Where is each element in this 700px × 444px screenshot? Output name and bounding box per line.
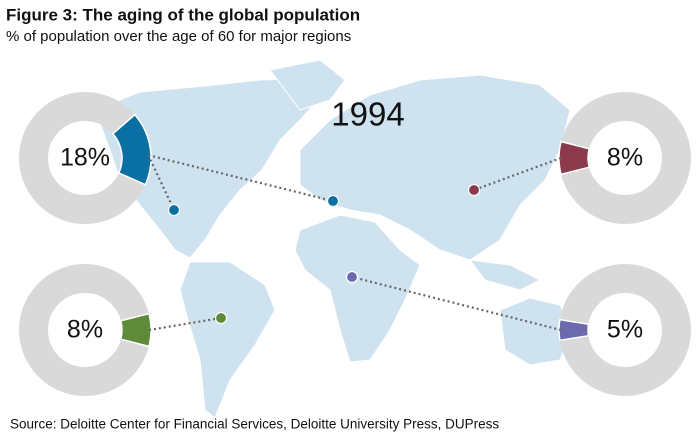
- value-label: 8%: [607, 144, 643, 172]
- region-dot: [167, 203, 181, 217]
- world-map: [94, 59, 573, 419]
- north-america: [94, 77, 331, 259]
- greenland: [269, 59, 346, 111]
- africa: [294, 214, 421, 363]
- chart-title: Figure 3: The aging of the global popula…: [6, 5, 360, 24]
- connector: [148, 154, 334, 203]
- value-label: 5%: [607, 316, 643, 344]
- region-dot: [345, 270, 359, 284]
- region-dot: [214, 311, 228, 325]
- connector: [147, 154, 175, 211]
- connector: [351, 275, 562, 332]
- region-dot: [326, 194, 340, 208]
- connector: [473, 156, 562, 192]
- donut-wedge: [558, 318, 590, 342]
- donut-wedge: [119, 312, 152, 348]
- year-annotation: 1994: [331, 96, 404, 133]
- donut-wedge: [558, 140, 591, 176]
- donut-wedge: [111, 113, 152, 186]
- chart-subtitle: % of population over the age of 60 for m…: [6, 28, 351, 45]
- region-dot: [467, 183, 481, 197]
- southeast-asia: [468, 259, 542, 291]
- value-label: 18%: [60, 144, 110, 172]
- source-note: Source: Deloitte Center for Financial Se…: [10, 417, 499, 432]
- connector: [148, 316, 222, 332]
- eurasia: [299, 74, 571, 261]
- south-america: [179, 261, 276, 419]
- value-label: 8%: [67, 316, 103, 344]
